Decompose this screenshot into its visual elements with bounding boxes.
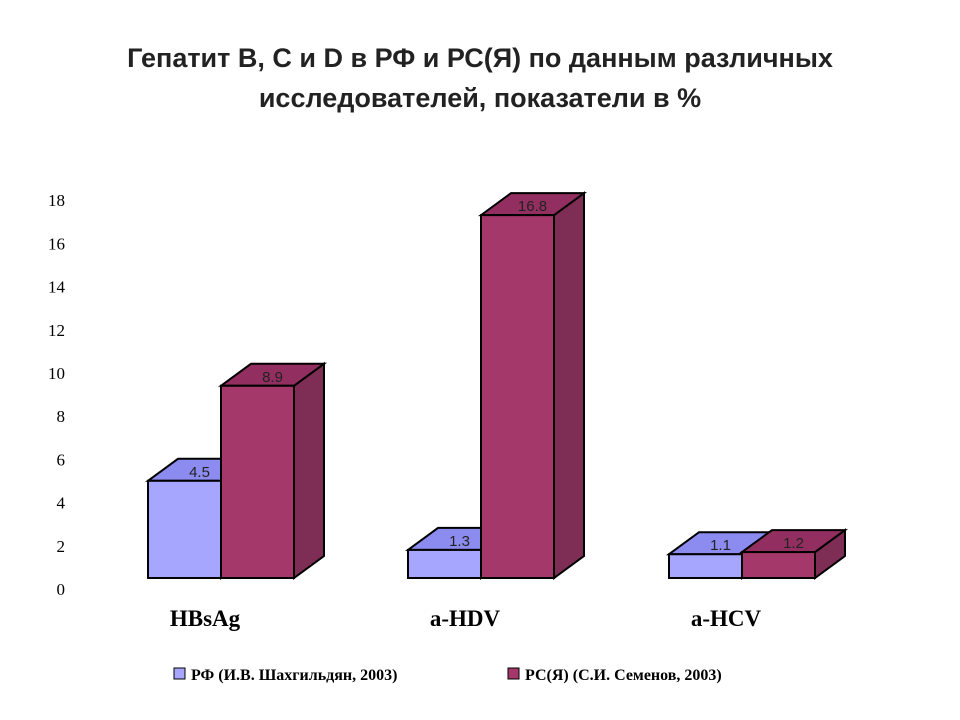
chart-title: Гепатит B, C и D в РФ и РС(Я) по данным … [60, 38, 900, 118]
x-axis: HBsAg a-HDV a-HCV [170, 606, 762, 631]
data-labels: 4.5 8.9 1.3 16.8 1.1 1.2 [189, 198, 804, 554]
data-label: 16.8 [518, 198, 547, 215]
legend-swatch [173, 667, 186, 680]
legend-swatch [507, 667, 520, 680]
y-tick-label: 4 [57, 494, 66, 513]
x-category-label: a-HCV [691, 606, 762, 631]
data-label: 4.5 [189, 464, 210, 481]
bar-front [480, 214, 555, 579]
bar-front [668, 553, 743, 579]
y-axis: 0 2 4 6 8 10 12 14 16 18 [48, 191, 66, 599]
bar [477, 191, 588, 580]
chart-title-line-1: Гепатит B, C и D в РФ и РС(Я) по данным … [127, 43, 833, 73]
bar-side [553, 191, 585, 580]
bar [738, 528, 849, 580]
y-tick-label: 6 [57, 450, 66, 469]
y-tick-label: 16 [48, 234, 65, 253]
legend-item: РС(Я) (С.И. Семенов, 2003) [507, 667, 722, 684]
data-label: 1.2 [783, 535, 804, 552]
bar-front [407, 548, 482, 579]
y-tick-label: 12 [48, 321, 65, 340]
x-category-label: HBsAg [170, 606, 241, 631]
bars [144, 191, 849, 580]
data-label: 1.3 [449, 533, 470, 550]
y-tick-label: 18 [48, 191, 65, 210]
bar-side [293, 361, 325, 580]
y-tick-label: 14 [48, 278, 66, 297]
legend-item: РФ (И.В. Шахгильдян, 2003) [173, 667, 397, 684]
chart-title-line-2: исследователей, показатели в % [258, 83, 702, 113]
data-label: 1.1 [710, 537, 731, 554]
bar [217, 361, 328, 580]
bar-front [741, 551, 816, 580]
legend-label: РС(Я) (С.И. Семенов, 2003) [525, 667, 722, 684]
legend-label: РФ (И.В. Шахгильдян, 2003) [191, 667, 397, 684]
bar-front [220, 384, 295, 580]
y-tick-label: 10 [48, 364, 65, 383]
data-label: 8.9 [262, 369, 283, 386]
legend: РФ (И.В. Шахгильдян, 2003) РС(Я) (С.И. Се… [173, 667, 722, 684]
bar-front [147, 479, 222, 579]
y-tick-label: 0 [57, 580, 66, 599]
x-category-label: a-HDV [430, 606, 501, 631]
y-tick-label: 8 [57, 407, 66, 426]
y-tick-label: 2 [57, 537, 66, 556]
